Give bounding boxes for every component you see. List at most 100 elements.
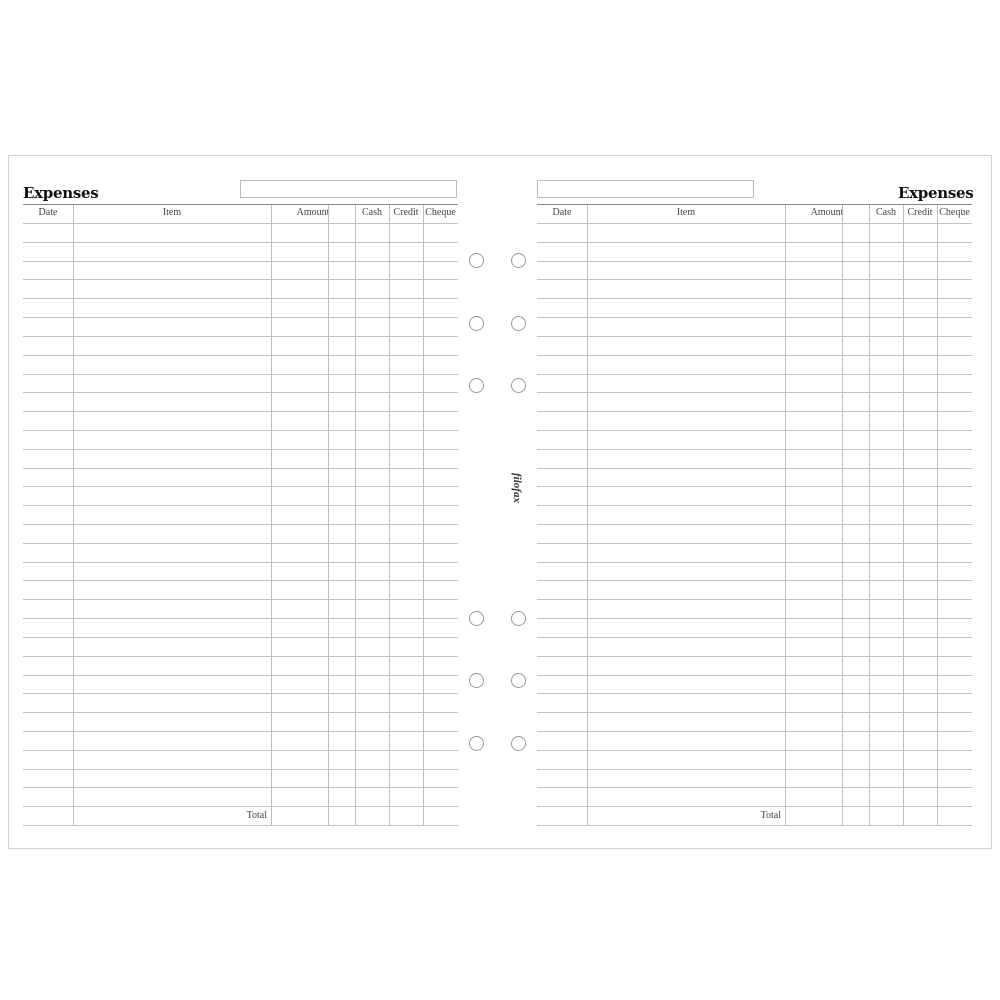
- punch-hole-icon: [468, 315, 484, 331]
- column-divider: [423, 205, 424, 825]
- row-line: [537, 693, 972, 695]
- row-line: [23, 674, 458, 676]
- row-line: [23, 505, 458, 507]
- row-line: [537, 674, 972, 676]
- row-line: [23, 693, 458, 695]
- column-divider: [587, 205, 588, 825]
- column-header-date: Date: [552, 207, 572, 218]
- column-header-cheque: Cheque: [425, 207, 456, 218]
- column-divider: [271, 205, 272, 825]
- column-divider: [389, 205, 390, 825]
- planner-sheet: [8, 155, 992, 849]
- row-line: [23, 749, 458, 751]
- row-line: [23, 448, 458, 450]
- total-label: Total: [246, 810, 267, 822]
- row-line: [537, 730, 972, 732]
- row-line: [537, 618, 972, 620]
- row-line: [23, 223, 458, 224]
- row-line: [537, 524, 972, 525]
- row-line: [23, 580, 458, 582]
- row-line: [537, 354, 972, 356]
- row-line: [23, 298, 458, 300]
- column-header-cheque: Cheque: [939, 207, 970, 218]
- punch-hole-icon: [468, 735, 484, 751]
- column-divider: [869, 205, 870, 825]
- row-line: [23, 730, 458, 732]
- column-header-cash: Cash: [362, 207, 382, 218]
- column-header-credit: Credit: [907, 207, 933, 218]
- row-line: [23, 655, 458, 657]
- row-line: [537, 505, 972, 507]
- row-line: [537, 768, 972, 770]
- row-line: [537, 429, 972, 431]
- row-line: [23, 317, 458, 319]
- row-line: [537, 298, 972, 300]
- row-line: [23, 373, 458, 375]
- punch-hole-icon: [510, 735, 526, 751]
- column-header-date: Date: [38, 207, 58, 218]
- column-divider: [328, 205, 329, 825]
- right-title-field[interactable]: [537, 180, 754, 198]
- row-line: [23, 279, 458, 281]
- column-divider: [355, 205, 356, 825]
- column-divider: [903, 205, 904, 825]
- punch-hole-icon: [468, 377, 484, 393]
- row-line: [23, 768, 458, 770]
- left-title-field[interactable]: [240, 180, 457, 198]
- row-line: [23, 825, 458, 826]
- right-page-title: Expenses: [898, 184, 974, 202]
- row-line: [537, 561, 972, 563]
- row-line: [23, 260, 458, 262]
- row-line: [537, 467, 972, 469]
- row-line: [23, 392, 458, 394]
- punch-hole-icon: [510, 377, 526, 393]
- row-line: [537, 599, 972, 601]
- row-line: [23, 618, 458, 620]
- row-line: [537, 825, 972, 826]
- row-line: [537, 241, 972, 243]
- row-line: [537, 787, 972, 789]
- row-line: [23, 542, 458, 544]
- row-line: [23, 241, 458, 243]
- row-line: [23, 335, 458, 337]
- punch-hole-icon: [468, 672, 484, 688]
- punch-hole-icon: [468, 252, 484, 268]
- row-line: [23, 599, 458, 601]
- punch-hole-icon: [510, 315, 526, 331]
- row-line: [537, 636, 972, 638]
- punch-hole-icon: [510, 610, 526, 626]
- column-header-amount: Amount: [296, 207, 330, 218]
- row-line: [23, 411, 458, 413]
- row-line: [537, 655, 972, 657]
- row-line: [23, 524, 458, 525]
- column-divider: [937, 205, 938, 825]
- row-line: [537, 373, 972, 375]
- row-line: [537, 712, 972, 714]
- column-divider: [785, 205, 786, 825]
- column-header-credit: Credit: [393, 207, 419, 218]
- row-line: [23, 806, 458, 808]
- row-line: [537, 749, 972, 751]
- filofax-logo: filofax: [510, 473, 523, 503]
- punch-hole-icon: [468, 610, 484, 626]
- row-line: [537, 542, 972, 544]
- row-line: [23, 712, 458, 714]
- left-expenses-table: Date Item Amount Cash Credit Cheque Total: [23, 204, 458, 826]
- row-line: [537, 448, 972, 450]
- row-line: [23, 561, 458, 563]
- row-line: [23, 467, 458, 469]
- column-divider: [73, 205, 74, 825]
- punch-hole-icon: [510, 672, 526, 688]
- row-line: [537, 392, 972, 394]
- row-line: [23, 486, 458, 488]
- row-line: [537, 260, 972, 262]
- row-line: [537, 335, 972, 337]
- row-line: [23, 354, 458, 356]
- row-line: [23, 429, 458, 431]
- column-header-cash: Cash: [876, 207, 896, 218]
- column-divider: [842, 205, 843, 825]
- row-line: [537, 223, 972, 224]
- total-label: Total: [760, 810, 781, 822]
- row-line: [537, 279, 972, 281]
- column-header-item: Item: [676, 207, 696, 218]
